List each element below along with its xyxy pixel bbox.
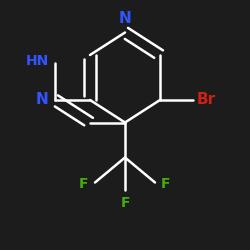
Text: F: F [161,177,171,191]
Text: N: N [36,92,49,108]
Text: Br: Br [196,92,216,108]
Text: HN: HN [26,54,49,68]
Text: F: F [79,177,89,191]
Text: F: F [120,196,130,210]
Text: N: N [119,11,132,26]
